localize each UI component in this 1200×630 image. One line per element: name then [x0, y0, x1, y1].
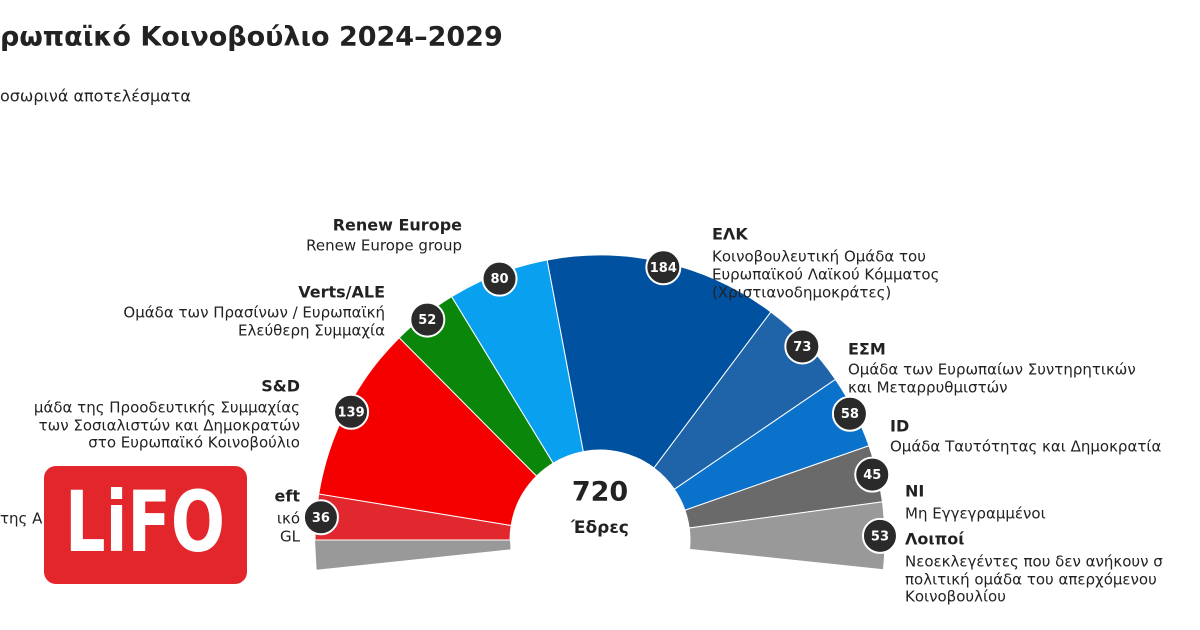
party-description: Νεοεκλεγέντες που δεν ανήκουν σ [905, 553, 1163, 571]
seat-badge [784, 328, 821, 365]
party-name: ΕΣΜ [848, 340, 886, 359]
party-description: ικό [277, 510, 300, 528]
logo-box [44, 466, 247, 584]
party-description: Μη Εγγεγραμμένοι [905, 505, 1046, 523]
logo: LiFO [65, 473, 225, 571]
seat-count: 53 [871, 529, 889, 544]
party-description: Κοινοβουλευτική Ομάδα του [712, 248, 926, 266]
arcs [314, 254, 886, 571]
seat-count: 45 [863, 468, 881, 483]
total: 720 [572, 477, 628, 508]
party-description: (Χριστιανοδημοκράτες) [712, 284, 891, 302]
seat-count: 36 [312, 511, 330, 526]
seat-badge [302, 499, 339, 536]
seat-badge [854, 456, 891, 493]
party-name: ΕΛΚ [712, 225, 748, 244]
chart-title: ρωπαϊκό Κοινοβούλιο 2024–2029 [0, 22, 503, 53]
party-description: μάδα της Προοδευτικής Συμμαχίας [34, 399, 300, 417]
segment [318, 337, 538, 527]
party-name: NI [905, 482, 924, 501]
seat-count: 184 [650, 261, 677, 276]
party-description: και Μεταρρυθμιστών [848, 379, 1008, 397]
party-name: Renew Europe [333, 216, 462, 235]
party-description: GL [280, 528, 301, 546]
party-name: S&D [261, 377, 300, 396]
seat-badge [333, 393, 370, 430]
party-description: Κοινοβουλίου [905, 588, 1006, 606]
total-label: Έδρες [570, 518, 629, 538]
seat-badge [861, 517, 898, 554]
seat-count: 73 [793, 340, 811, 355]
party-description: στο Ευρωπαϊκό Κοινοβούλιο [88, 434, 300, 452]
segment [546, 254, 772, 469]
party-name: Λοιποί [905, 530, 965, 549]
party-description: Renew Europe group [306, 237, 462, 255]
seat-badge [481, 260, 518, 297]
party-description: των Σοσιαλιστών και Δημοκρατών [39, 417, 300, 435]
seat-badge [645, 249, 682, 286]
party-description: Ομάδα των Πρασίνων / Ευρωπαϊκή [123, 304, 385, 322]
seat-count: 139 [338, 405, 365, 420]
seat-badge [831, 395, 868, 432]
party-name: eft [275, 487, 301, 506]
party-description: πολιτική ομάδα του απερχόμενου [905, 571, 1157, 589]
party-description: Ομάδα Ταυτότητας και Δημοκρατία [890, 438, 1161, 456]
party-description: της Α [0, 510, 43, 528]
party-description: Ομάδα των Ευρωπαίων Συντηρητικών [848, 361, 1136, 379]
seat-badge [409, 301, 446, 338]
party-name: ID [890, 417, 909, 436]
extra-segment [315, 540, 511, 570]
party-description: Ελεύθερη Συμμαχία [238, 322, 385, 340]
party-name: Verts/ALE [298, 283, 385, 302]
seat-count: 58 [841, 407, 859, 422]
seat-count: 80 [490, 272, 508, 287]
chart-subtitle: οσωρινά αποτελέσματα [0, 87, 191, 106]
seat-count: 52 [418, 313, 436, 328]
party-description: Ευρωπαϊκού Λαϊκού Κόμματος [712, 266, 939, 284]
